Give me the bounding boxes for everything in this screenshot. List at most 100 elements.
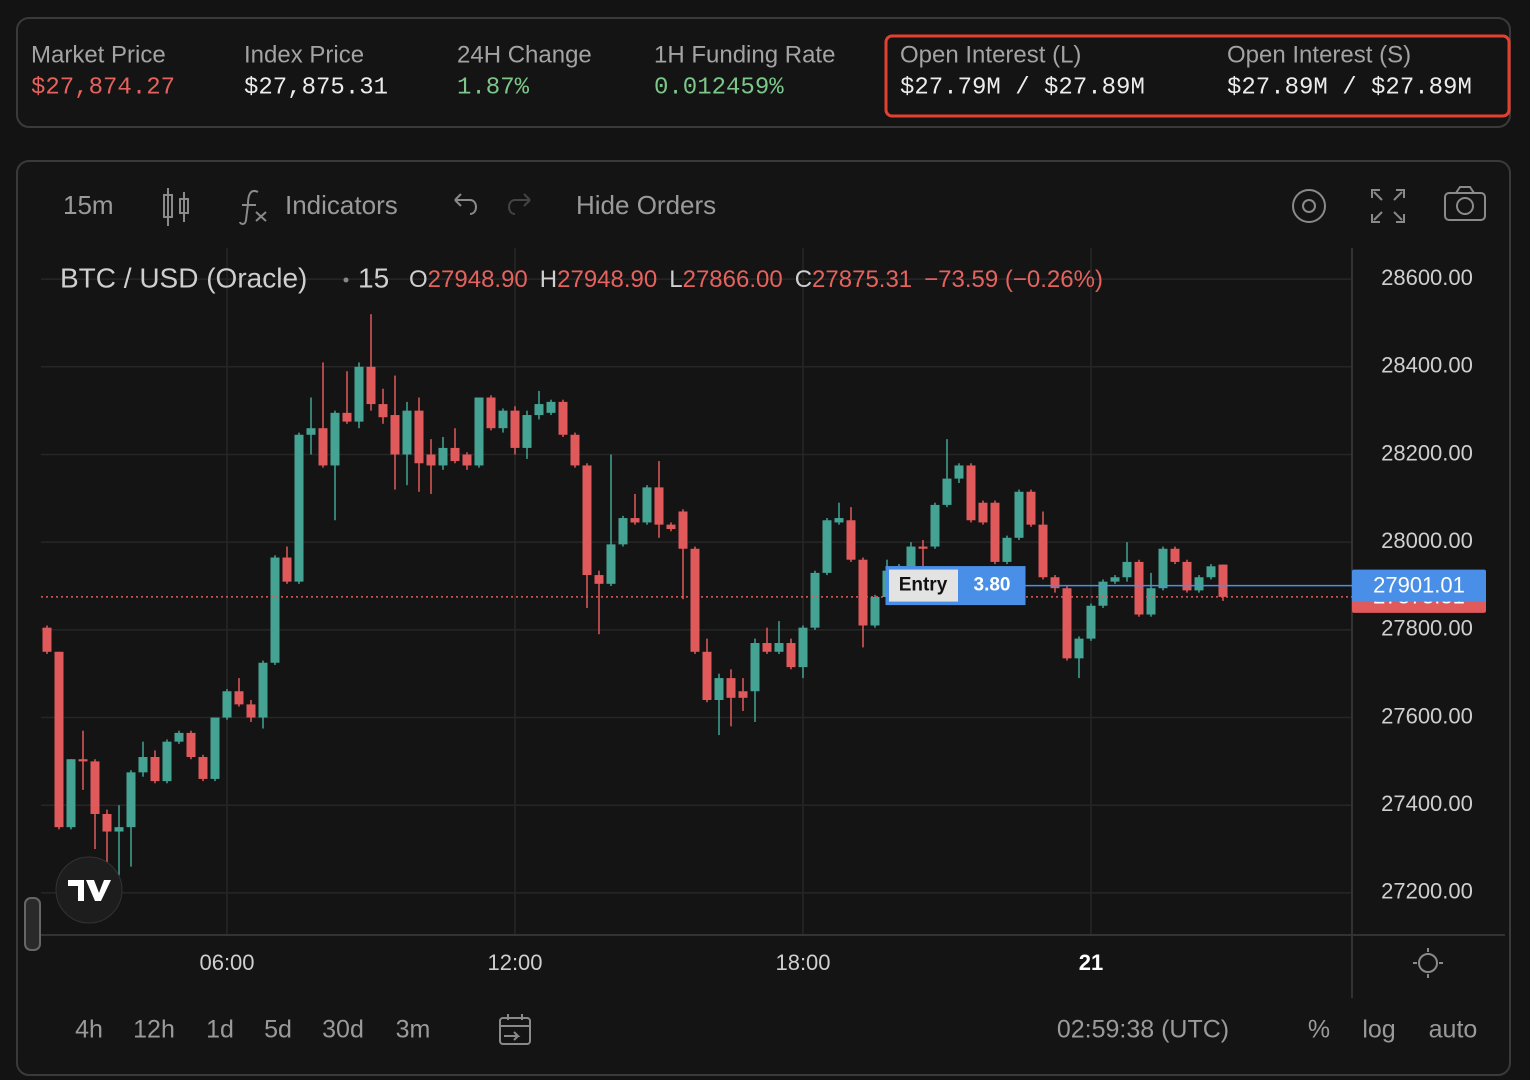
indicators-icon[interactable]: [239, 190, 267, 225]
range-button[interactable]: 5d: [264, 1016, 292, 1044]
candle-body: [654, 487, 664, 525]
x-tick-label: 12:00: [487, 950, 542, 975]
candle-body: [150, 757, 160, 782]
candle-body: [366, 366, 376, 405]
ohlc-key: O: [409, 266, 428, 293]
candle-body: [1098, 581, 1108, 606]
candle-body: [846, 520, 856, 560]
candle-body: [774, 643, 784, 652]
stats-panel: [16, 17, 1511, 128]
candle-body: [1002, 537, 1012, 562]
candle-body: [930, 504, 940, 547]
candle-body: [78, 759, 88, 762]
entry-size: 3.80: [974, 575, 1011, 596]
candle-body: [1170, 548, 1180, 562]
candle-body: [102, 813, 112, 832]
candle-body: [270, 557, 280, 663]
candle-body: [978, 502, 988, 523]
x-tick-label: 06:00: [199, 950, 254, 975]
candle-body: [594, 575, 604, 584]
candle-body: [438, 447, 448, 466]
utc-clock: 02:59:38 (UTC): [1057, 1016, 1229, 1044]
range-button[interactable]: 12h: [133, 1016, 175, 1044]
candle-body: [750, 643, 760, 692]
percent-toggle[interactable]: %: [1308, 1016, 1330, 1044]
candle-body: [1134, 561, 1144, 615]
scroll-handle[interactable]: [24, 897, 41, 951]
candle-body: [1146, 588, 1156, 615]
candle-body: [798, 627, 808, 668]
candle-body: [138, 757, 148, 773]
candle-body: [330, 412, 340, 466]
stat-value: $27.89M / $27.89M: [1227, 74, 1472, 101]
redo-icon[interactable]: [508, 193, 531, 215]
candle-body: [390, 415, 400, 455]
candle-body: [642, 487, 652, 523]
y-tick-label: 28000.00: [1381, 528, 1473, 553]
log-toggle[interactable]: log: [1362, 1016, 1395, 1044]
candle-type-icon[interactable]: [163, 188, 189, 226]
candle-body: [954, 465, 964, 479]
candle-body: [354, 366, 364, 422]
candle-body: [486, 397, 496, 429]
range-button[interactable]: 3m: [396, 1016, 431, 1044]
entry-price-label: 27901.01: [1373, 572, 1465, 597]
screenshot-icon[interactable]: [1444, 186, 1486, 221]
candle-body: [1194, 577, 1204, 591]
stat-value: $27.79M / $27.89M: [900, 74, 1145, 101]
y-tick-label: 27400.00: [1381, 791, 1473, 816]
candle-body: [918, 546, 928, 549]
auto-toggle[interactable]: auto: [1429, 1016, 1478, 1044]
candle-body: [162, 741, 172, 782]
candle-body: [1062, 588, 1072, 659]
y-tick-label: 27600.00: [1381, 703, 1473, 728]
change-value: −73.59 (−0.26%): [924, 266, 1103, 293]
candle-body: [294, 434, 304, 582]
stat-value: $27,874.27: [31, 74, 175, 101]
date-range-icon[interactable]: [499, 1014, 531, 1045]
interval-button[interactable]: 15m: [63, 190, 114, 220]
symbol-title: BTC / USD (Oracle): [60, 262, 307, 293]
candle-body: [606, 544, 616, 584]
candle-body: [966, 465, 976, 521]
candle-body: [582, 465, 592, 576]
hide-orders-button[interactable]: Hide Orders: [576, 190, 716, 220]
candle-body: [522, 415, 532, 448]
candle-body: [474, 397, 484, 466]
highlight-box: [884, 34, 1511, 118]
range-button[interactable]: 1d: [206, 1016, 234, 1044]
candle-body: [630, 518, 640, 523]
indicators-button[interactable]: Indicators: [285, 190, 398, 220]
candle-body: [666, 524, 676, 530]
ohlc-key: L: [669, 266, 682, 293]
axis-settings-icon[interactable]: [1413, 948, 1443, 978]
entry-price-tag: [1352, 569, 1486, 602]
candle-body: [342, 412, 352, 422]
candle-body: [1038, 524, 1048, 578]
entry-label: Entry: [899, 575, 948, 596]
undo-icon[interactable]: [454, 193, 477, 215]
candle-body: [690, 548, 700, 652]
plot: 27200.00 27400.00 27600.00 27800.00 28000.00…: [41, 248, 1505, 998]
candle-body: [702, 651, 712, 701]
candle-body: [450, 447, 460, 462]
y-tick-label: 28400.00: [1381, 353, 1473, 378]
candle-body: [834, 518, 844, 523]
range-button[interactable]: 30d: [322, 1016, 364, 1044]
candle-body: [1014, 491, 1024, 538]
candle-body: [126, 772, 136, 828]
candle-body: [1182, 561, 1192, 591]
settings-icon[interactable]: [1292, 189, 1326, 223]
chart-panel: [16, 160, 1511, 1076]
candle-body: [462, 454, 472, 466]
candle-body: [402, 410, 412, 455]
candle-body: [1086, 605, 1096, 639]
candle-body: [1158, 548, 1168, 589]
tv-logo: [55, 856, 123, 924]
candle-body: [822, 520, 832, 573]
candle-body: [186, 732, 196, 758]
candle-body: [714, 678, 724, 701]
fullscreen-icon[interactable]: [1371, 189, 1405, 223]
range-button[interactable]: 4h: [75, 1016, 103, 1044]
